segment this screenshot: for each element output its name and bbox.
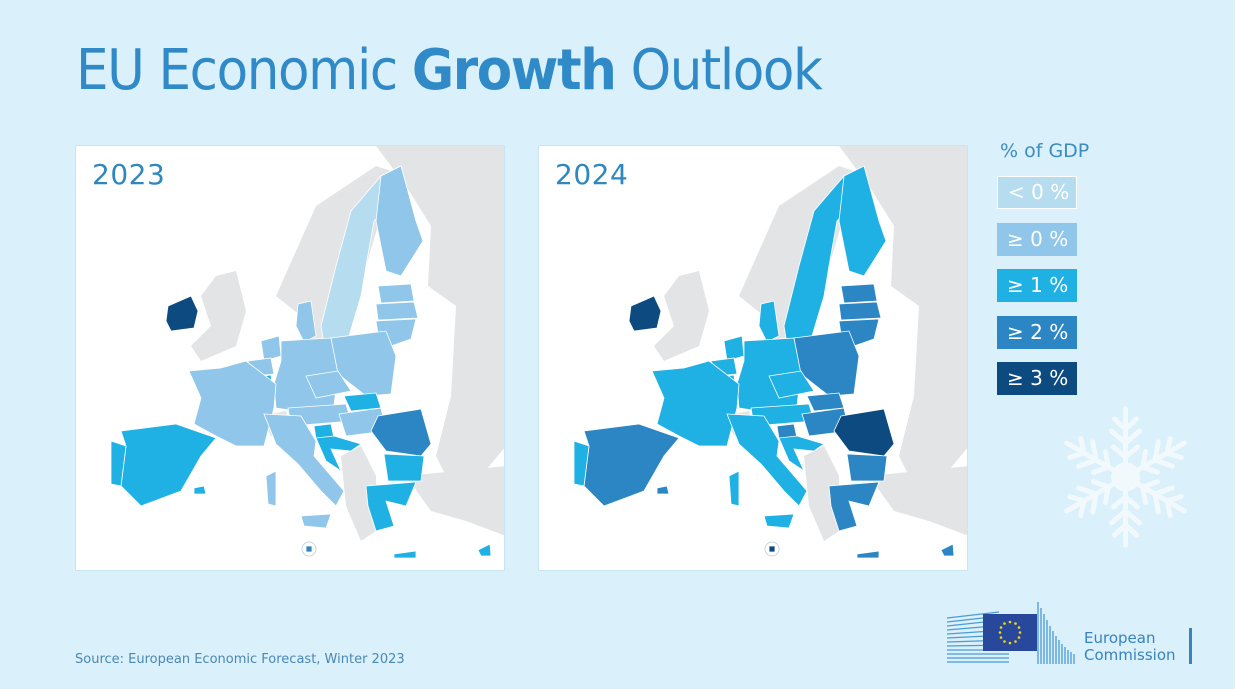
- country-malta: [768, 545, 776, 553]
- non-eu-region: [406, 466, 504, 536]
- country-netherlands: [260, 335, 282, 362]
- country-croatia: [315, 435, 362, 473]
- map-panel-2024: 2024: [538, 145, 968, 571]
- country-greece: [393, 550, 417, 559]
- country-italy: [265, 470, 277, 507]
- country-italy: [763, 513, 795, 529]
- country-portugal: [110, 440, 127, 487]
- country-bulgaria: [846, 453, 888, 482]
- country-greece: [856, 550, 880, 559]
- map-year-label: 2024: [555, 158, 629, 191]
- country-cyprus: [477, 543, 492, 557]
- country-france: [188, 360, 277, 447]
- country-italy: [300, 513, 332, 529]
- legend-item-2: ≥ 2 %: [997, 315, 1077, 349]
- country-czechia: [768, 370, 815, 399]
- country-romania: [833, 408, 895, 457]
- country-ireland: [165, 295, 199, 332]
- country-spain: [193, 485, 207, 495]
- legend-title: % of GDP: [1000, 140, 1090, 162]
- country-greece: [828, 481, 880, 532]
- country-latvia: [838, 301, 882, 321]
- legend-item-1: ≥ 1 %: [997, 269, 1077, 302]
- country-netherlands: [723, 335, 745, 362]
- country-italy: [728, 470, 740, 507]
- legend: % of GDP < 0 % ≥ 0 % ≥ 1 % ≥ 2 % ≥ 3 %: [997, 140, 1089, 409]
- malta-inset: [301, 541, 317, 557]
- source-note: Source: European Economic Forecast, Wint…: [75, 652, 405, 667]
- page-title: EU Economic Growth Outlook: [76, 38, 823, 103]
- country-cyprus: [940, 543, 955, 557]
- map-panel-2023: 2023: [75, 145, 505, 571]
- legend-item-3: ≥ 3 %: [997, 362, 1077, 395]
- malta-inset: [764, 541, 780, 557]
- country-romania: [370, 408, 432, 457]
- country-greece: [365, 481, 417, 532]
- country-czechia: [305, 370, 352, 399]
- country-italy: [263, 413, 345, 507]
- non-eu-region: [191, 271, 246, 361]
- non-eu-region: [869, 466, 967, 536]
- ec-logo-text: European Commission: [1084, 629, 1176, 664]
- country-malta: [305, 545, 313, 553]
- european-commission-logo: European Commission: [946, 600, 1197, 668]
- country-latvia: [375, 301, 419, 321]
- legend-item-below-0: < 0 %: [997, 176, 1077, 209]
- non-eu-region: [804, 446, 839, 541]
- legend-item-0: ≥ 0 %: [997, 222, 1077, 256]
- non-eu-region: [654, 271, 709, 361]
- country-slovakia: [806, 392, 845, 412]
- country-estonia: [377, 283, 415, 304]
- map-year-label: 2023: [92, 158, 166, 191]
- country-ireland: [628, 295, 662, 332]
- ec-logo-bar: [1189, 628, 1192, 664]
- country-slovakia: [343, 392, 382, 412]
- non-eu-region: [839, 146, 967, 486]
- choropleth-map: [573, 146, 967, 559]
- eu-flag-stars: [998, 620, 1022, 645]
- choropleth-map: [110, 146, 504, 559]
- country-finland: [375, 165, 424, 277]
- non-eu-region: [376, 146, 504, 486]
- country-bulgaria: [383, 453, 425, 482]
- ec-building-icon: [946, 602, 1075, 664]
- country-estonia: [840, 283, 878, 304]
- non-eu-region: [341, 446, 376, 541]
- country-france: [651, 360, 740, 447]
- country-croatia: [778, 435, 825, 473]
- snowflake-icon: [1048, 406, 1203, 552]
- country-italy: [726, 413, 808, 507]
- country-finland: [838, 165, 887, 277]
- country-portugal: [573, 440, 590, 487]
- country-spain: [656, 485, 670, 495]
